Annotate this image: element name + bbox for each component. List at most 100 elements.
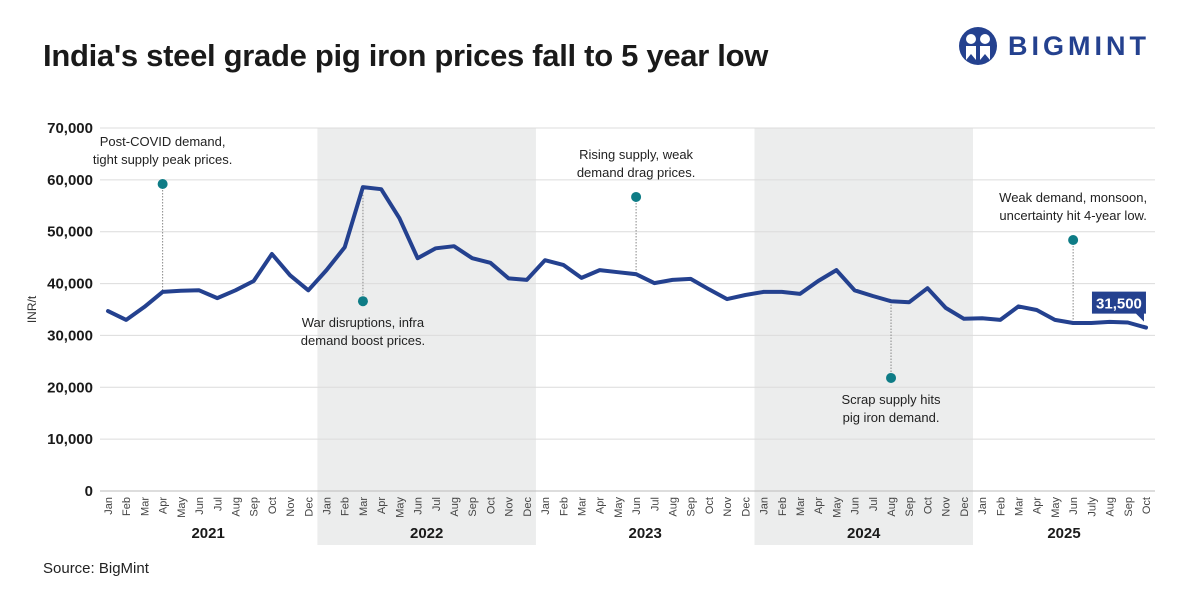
data-point [470, 256, 474, 260]
y-tick-label: 60,000 [47, 172, 93, 189]
data-point [488, 261, 492, 265]
annotation-text: Weak demand, monsoon, [999, 190, 1147, 205]
x-tick-label: Oct [1141, 497, 1153, 514]
data-point [689, 277, 693, 281]
x-tick-label: Sep [1123, 497, 1135, 517]
x-tick-label: Apr [595, 497, 607, 514]
source-note: Source: BigMint [43, 560, 149, 577]
x-tick-label: Apr [376, 497, 388, 514]
data-point [998, 318, 1002, 322]
last-value-badge [1091, 291, 1146, 322]
logo-icon [959, 27, 997, 65]
data-point [379, 187, 383, 191]
x-tick-label: Aug [449, 497, 461, 517]
data-point [306, 288, 310, 292]
x-tick-label: Jan [322, 497, 334, 515]
data-point [598, 268, 602, 272]
data-point [616, 270, 620, 274]
data-point [889, 299, 893, 303]
x-tick-label: Mar [139, 497, 151, 516]
data-point [397, 216, 401, 220]
data-point [416, 256, 420, 260]
x-tick-label: Aug [668, 497, 680, 517]
data-point [325, 268, 329, 272]
data-point [179, 289, 183, 293]
x-tick-label: Jun [850, 497, 862, 515]
data-point [834, 268, 838, 272]
data-point [871, 294, 875, 298]
x-tick-label: Sep [467, 497, 479, 517]
data-point [361, 185, 365, 189]
data-point [1035, 308, 1039, 312]
data-point [816, 279, 820, 283]
data-point [106, 309, 110, 313]
annotation-text: demand boost prices. [301, 333, 425, 348]
x-tick-label: Aug [230, 497, 242, 517]
x-tick-label: Sep [249, 497, 261, 517]
data-point [962, 317, 966, 321]
x-tick-label: Jul [649, 497, 661, 511]
y-tick-label: 50,000 [47, 224, 93, 241]
data-point [743, 293, 747, 297]
x-tick-label: Nov [504, 497, 516, 517]
data-point [853, 288, 857, 292]
x-tick-label: Dec [959, 497, 971, 517]
annotation-text: Rising supply, weak [579, 147, 693, 162]
data-point [1071, 321, 1075, 325]
data-point [925, 286, 929, 290]
x-tick-label: Jun [631, 497, 643, 515]
x-tick-label: Mar [576, 497, 588, 516]
data-point [907, 300, 911, 304]
data-point [634, 272, 638, 276]
data-point [671, 278, 675, 282]
x-tick-label: Oct [922, 497, 934, 514]
x-tick-label: Aug [886, 497, 898, 517]
data-point [343, 245, 347, 249]
annotation-text: Post-COVID demand, [100, 134, 226, 149]
data-point [1089, 321, 1093, 325]
annotation-marker [357, 296, 368, 307]
x-tick-label: Jun [1068, 497, 1080, 515]
data-point [507, 276, 511, 280]
year-shade-band [754, 128, 973, 545]
x-tick-label: Sep [904, 497, 916, 517]
bigmint-logo: BIGMINT [958, 26, 1150, 66]
year-label: 2021 [191, 525, 224, 542]
annotation-marker [157, 179, 168, 190]
data-point [215, 296, 219, 300]
x-tick-label: Jul [868, 497, 880, 511]
x-tick-label: Jan [103, 497, 115, 515]
x-tick-label: Dec [522, 497, 534, 517]
data-point [707, 287, 711, 291]
x-tick-label: Jun [413, 497, 425, 515]
annotation-text: War disruptions, infra [302, 315, 425, 330]
x-tick-label: Jan [977, 497, 989, 515]
x-tick-label: Nov [285, 497, 297, 517]
x-tick-label: Apr [813, 497, 825, 514]
year-shade-band [317, 128, 536, 545]
annotation-text: pig iron demand. [843, 410, 940, 425]
x-tick-label: Apr [1032, 497, 1044, 514]
x-tick-label: May [176, 497, 188, 518]
data-point [762, 290, 766, 294]
last-value-label: 31,500 [1096, 296, 1142, 313]
y-tick-label: 40,000 [47, 276, 93, 293]
chart-title: India's steel grade pig iron prices fall… [43, 38, 769, 73]
x-tick-label: Feb [121, 497, 133, 516]
x-tick-label: Oct [704, 497, 716, 514]
year-label: 2022 [410, 525, 443, 542]
data-point [233, 288, 237, 292]
data-point [197, 288, 201, 292]
annotation-marker [1068, 235, 1079, 246]
x-tick-label: Dec [740, 497, 752, 517]
data-point [1053, 318, 1057, 322]
data-point [543, 258, 547, 262]
y-tick-label: 10,000 [47, 431, 93, 448]
y-tick-label: 0 [85, 483, 93, 500]
data-point [434, 246, 438, 250]
x-tick-label: Feb [558, 497, 570, 516]
data-point [288, 273, 292, 277]
x-tick-label: Aug [1105, 497, 1117, 517]
data-point [1017, 304, 1021, 308]
